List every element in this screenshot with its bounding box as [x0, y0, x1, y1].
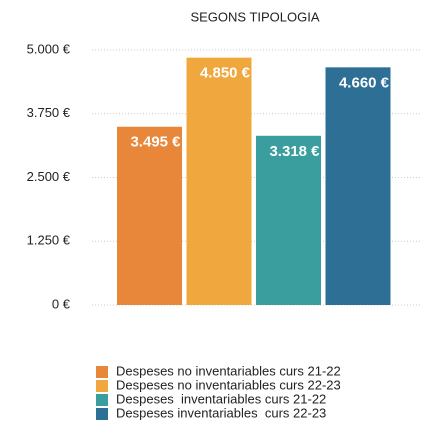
legend-label: Despeses no inventariables curs 21-22: [116, 363, 341, 378]
bar: [325, 67, 391, 305]
legend-swatch: [96, 366, 108, 378]
y-tick-label: 3.750 €: [27, 105, 71, 120]
y-tick-label: 2.500 €: [27, 169, 71, 184]
legend-label: Despeses inventariables curs 21-22: [116, 391, 326, 406]
y-tick-label: 0 €: [52, 296, 71, 311]
bar: [186, 57, 252, 306]
y-tick-label: 1.250 €: [27, 233, 71, 248]
data-label: 4.850 €: [200, 65, 251, 82]
data-label: 4.660 €: [339, 74, 390, 91]
bar: [256, 135, 321, 305]
legend-swatch: [96, 380, 108, 392]
legend-swatch: [96, 394, 108, 406]
legend-swatch: [96, 408, 108, 420]
legend-label: Despeses inventariables curs 22-23: [116, 405, 326, 420]
bar: [117, 126, 182, 305]
chart-title: SEGONS TIPOLOGIA: [190, 9, 319, 24]
data-label: 3.495 €: [130, 134, 181, 151]
y-tick-label: 5.000 €: [27, 41, 71, 56]
legend-label: Despeses no inventariables curs 22-23: [116, 377, 341, 392]
data-label: 3.318 €: [269, 143, 320, 160]
